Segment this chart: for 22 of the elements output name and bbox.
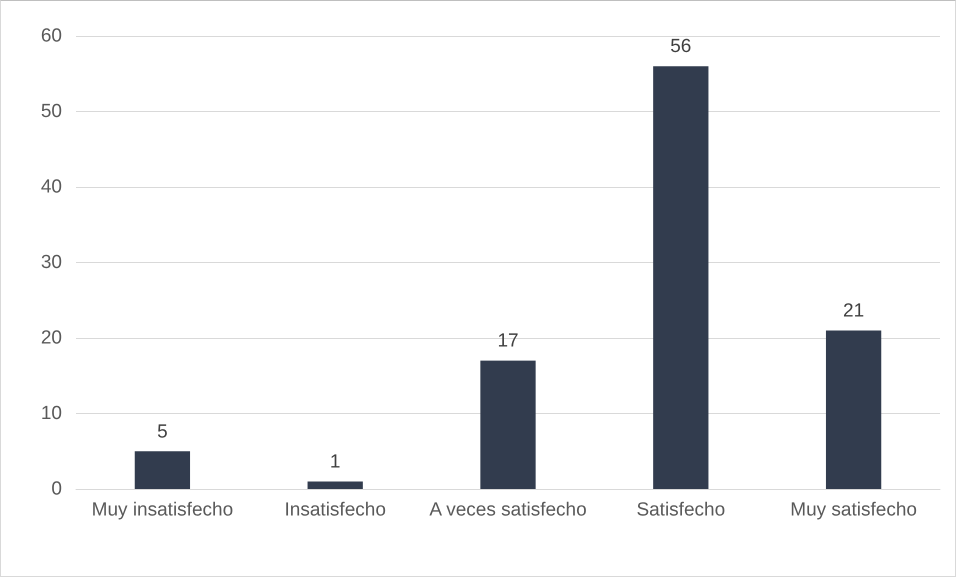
x-tick-label: Satisfecho [636,500,726,520]
bar [653,66,708,489]
y-tick-label: 0 [51,478,62,500]
data-label: 21 [843,300,864,322]
data-label: 5 [157,421,168,442]
x-tick-label: Insatisfecho [284,500,386,520]
bar [308,481,363,489]
bar [480,360,536,489]
data-label: 1 [330,451,340,472]
y-tick-label: 20 [40,328,62,348]
bar [826,330,882,489]
y-tick-label: 60 [40,26,62,46]
data-label: 56 [670,36,692,58]
bar [134,451,190,489]
y-tick-label: 10 [40,403,62,424]
x-tick-label: A veces satisfecho [429,500,587,520]
data-label: 17 [497,330,519,352]
x-tick-label: Muy insatisfecho [92,500,234,520]
x-tick-label: Muy satisfecho [790,500,917,520]
y-tick-label: 50 [40,101,62,122]
y-tick-label: 30 [40,252,62,273]
y-tick-label: 40 [40,176,62,198]
